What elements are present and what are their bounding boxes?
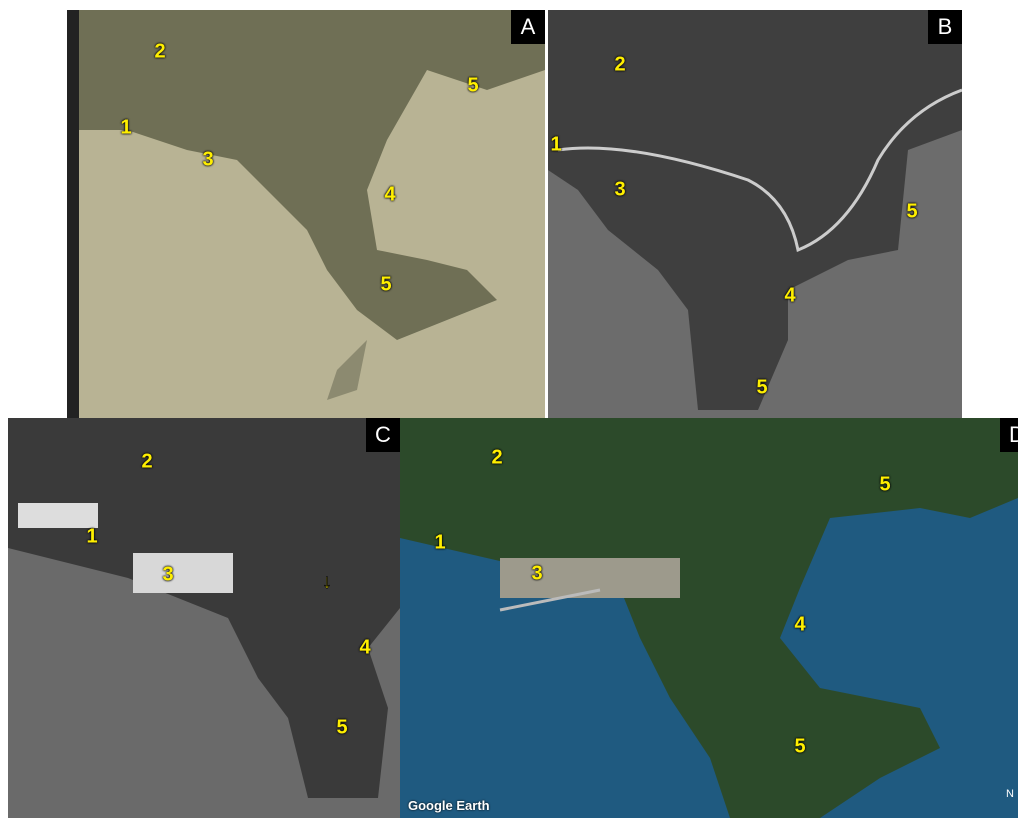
site-label: 3 (202, 149, 213, 172)
aerial-image (400, 418, 1018, 818)
site-label: 1 (434, 532, 445, 555)
panel-b (548, 10, 962, 418)
panel-letter: B (928, 10, 962, 44)
site-label: 5 (380, 274, 391, 297)
site-label: 1 (86, 526, 97, 549)
site-label: 1 (120, 117, 131, 140)
site-label: 3 (531, 563, 542, 586)
site-label: 4 (794, 614, 805, 637)
site-label: 4 (359, 637, 370, 660)
figure: ↓ Google Earth N (() => { const data = J… (0, 0, 1018, 822)
panel-a (67, 10, 545, 418)
panel-c: ↓ (8, 418, 400, 818)
arrow-marker: ↓ (322, 571, 332, 593)
site-label: 2 (154, 41, 165, 64)
aerial-image (548, 10, 962, 418)
site-label: 5 (756, 377, 767, 400)
site-label: 2 (614, 54, 625, 77)
site-label: 4 (384, 184, 395, 207)
site-label: 5 (879, 474, 890, 497)
watermark: Google Earth (408, 798, 490, 813)
panel-d (400, 418, 1018, 818)
panel-letter: A (511, 10, 545, 44)
site-label: 1 (550, 134, 561, 157)
site-label: 4 (784, 285, 795, 308)
panel-letter: D (1000, 418, 1018, 452)
compass: N (1006, 788, 1014, 800)
site-label: 5 (336, 717, 347, 740)
site-label: 2 (141, 451, 152, 474)
site-label: 5 (467, 75, 478, 98)
aerial-image: ↓ (8, 418, 400, 818)
site-label: 3 (614, 179, 625, 202)
panel-letter: C (366, 418, 400, 452)
site-label: 5 (794, 736, 805, 759)
site-label: 2 (491, 447, 502, 470)
site-label: 5 (906, 201, 917, 224)
site-label: 3 (162, 564, 173, 587)
aerial-image (67, 10, 545, 418)
